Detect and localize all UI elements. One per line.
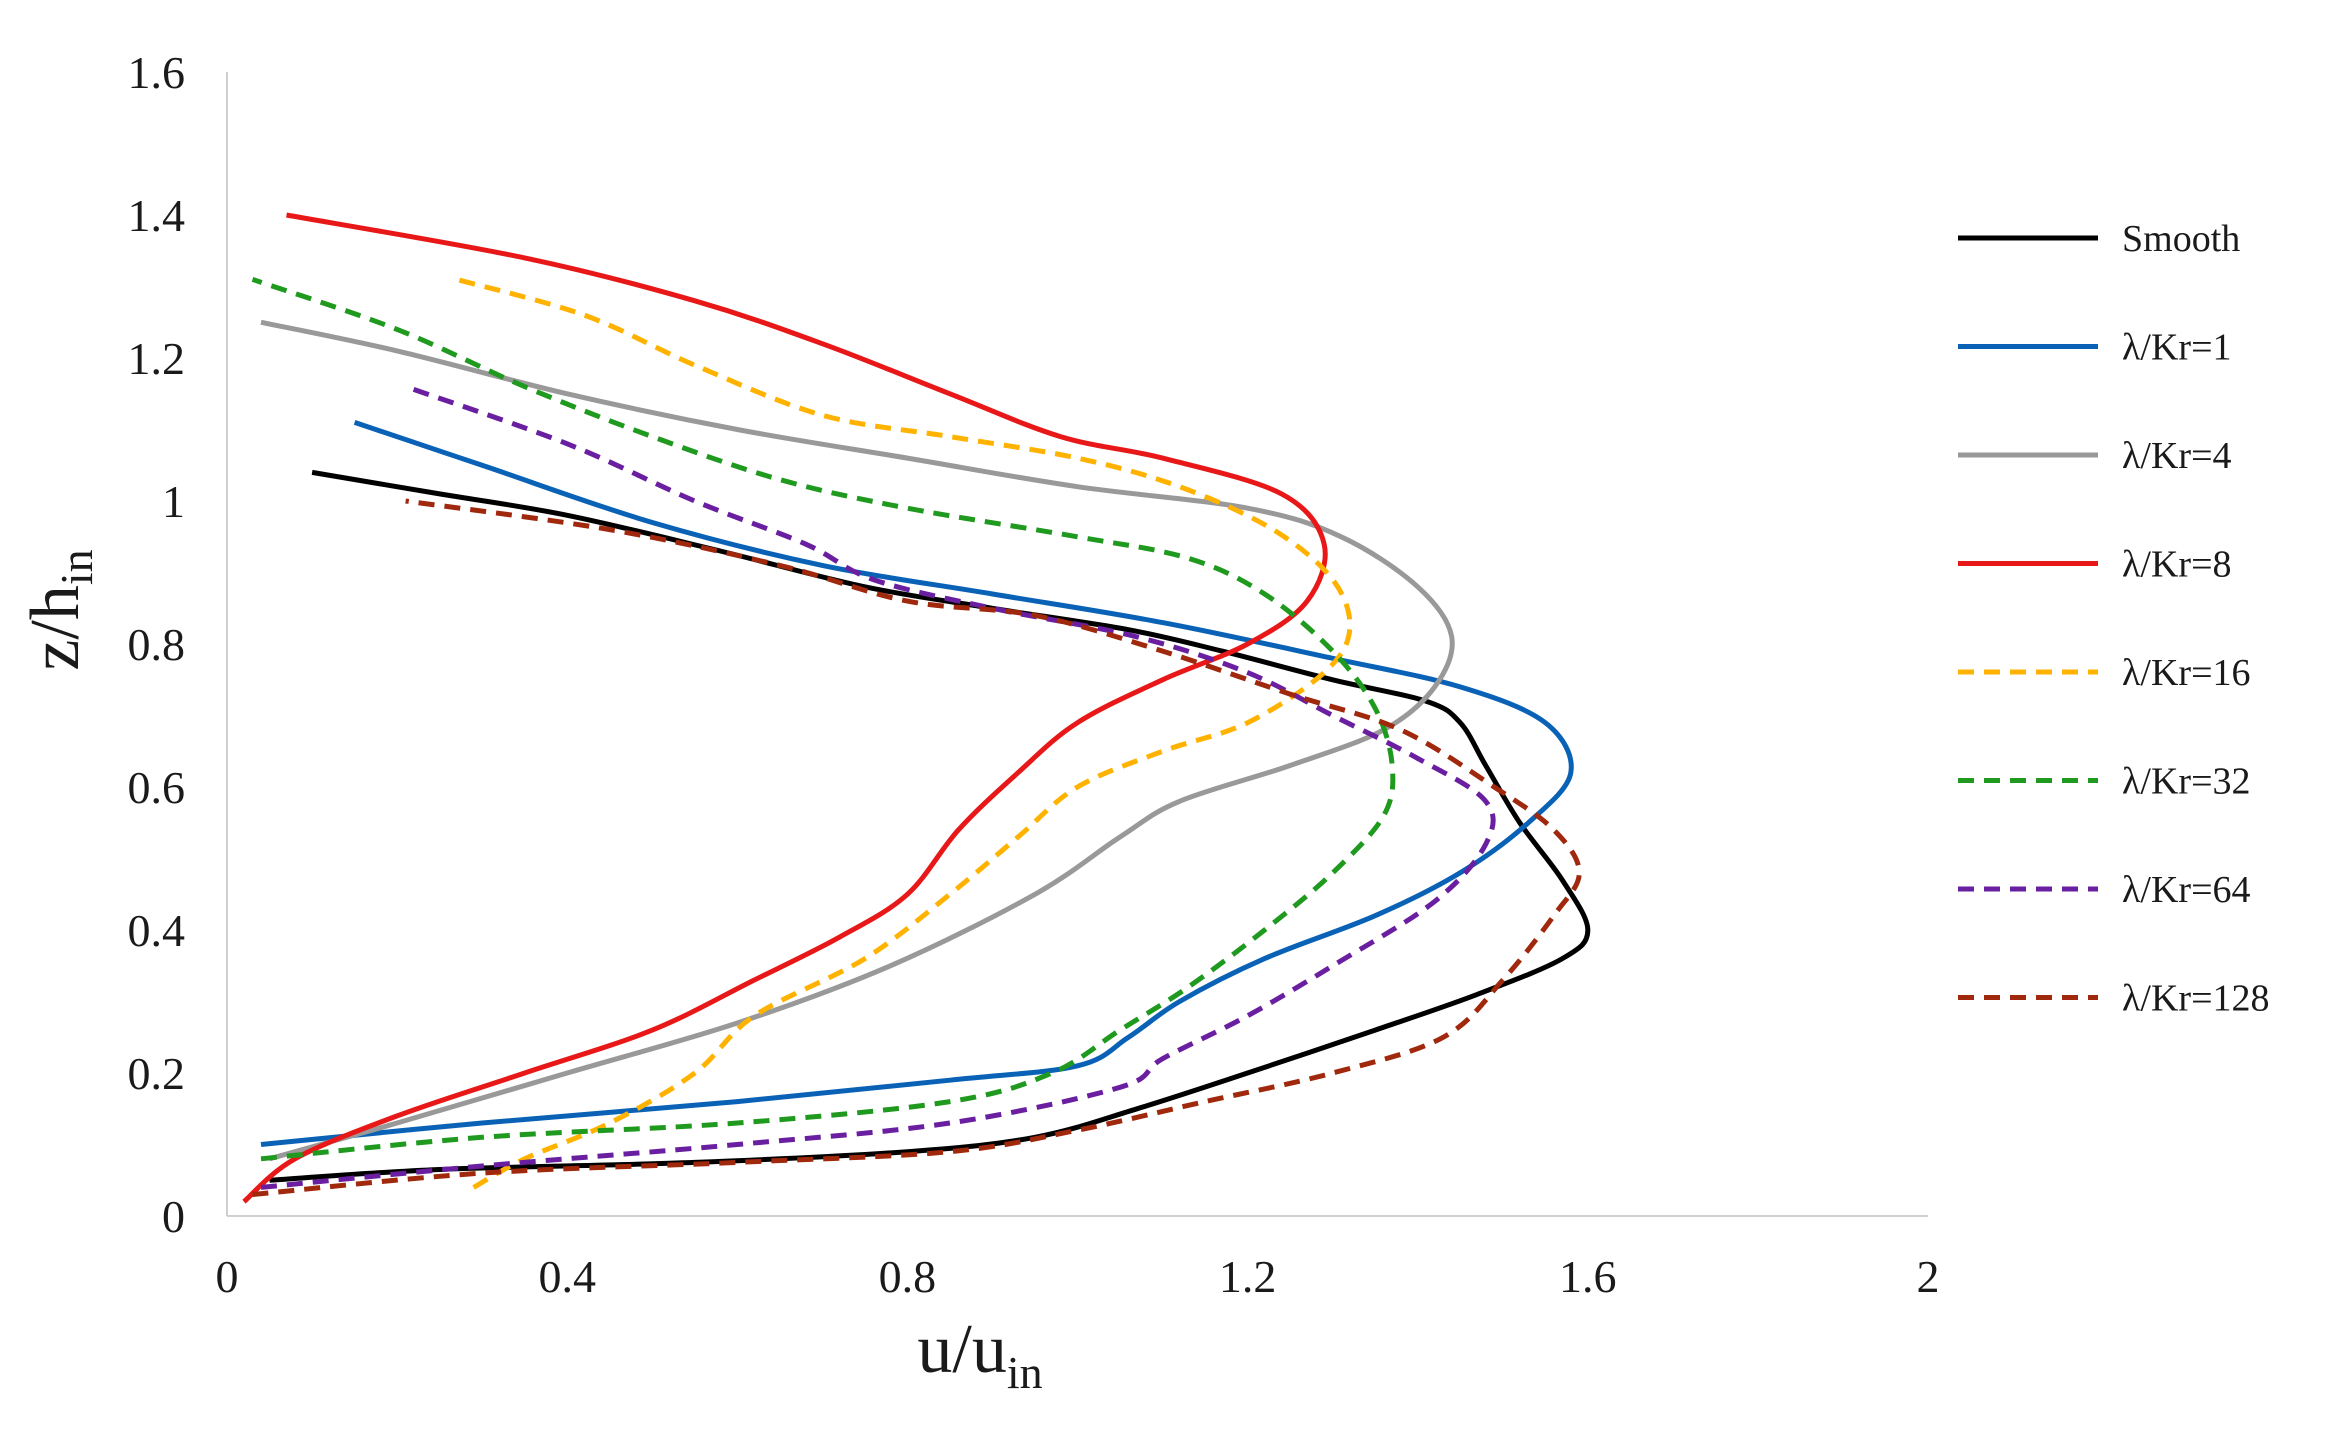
- series-line-1: [260, 420, 1574, 1147]
- legend: Smooth λ/Kr=1 λ/Kr=4 λ/Kr=8 λ/Kr=16 λ/Kr=32 λ/…: [1958, 218, 2270, 1020]
- y-axis-title-subscript: in: [51, 549, 102, 585]
- legend-label: λ/Kr=32: [2122, 761, 2251, 803]
- series-line-7: [252, 498, 1582, 1197]
- x-tick-label: 1.6: [1559, 1251, 1617, 1302]
- x-axis-title-main: u/u: [917, 1311, 1006, 1388]
- series-line-4: [455, 276, 1353, 1190]
- legend-label: λ/Kr=4: [2122, 435, 2232, 477]
- x-tick-label: 0: [216, 1251, 239, 1302]
- legend-label: λ/Kr=64: [2122, 869, 2251, 911]
- y-tick-label: 0: [162, 1191, 185, 1242]
- y-tick-label: 0.2: [128, 1048, 186, 1099]
- legend-label: λ/Kr=16: [2122, 652, 2251, 694]
- x-axis-title-subscript: in: [1007, 1347, 1043, 1398]
- x-tick-label: 1.2: [1219, 1251, 1277, 1302]
- legend-label: λ/Kr=128: [2122, 978, 2270, 1020]
- legend-label: Smooth: [2122, 218, 2240, 260]
- series-line-6: [260, 384, 1496, 1190]
- series-line-2: [260, 319, 1455, 1162]
- axes: 0 0.4 0.8 1.2 1.6 2 0 0.2 0.4 0.6 0.8 1 1.2 1.4 1.6: [128, 47, 1940, 1302]
- y-tick-label: 1.6: [128, 47, 186, 98]
- x-tick-label: 0.8: [879, 1251, 937, 1302]
- series-line-5: [251, 277, 1396, 1162]
- series-line-0: [269, 469, 1591, 1183]
- y-axis-title-main: z/h: [17, 585, 94, 671]
- legend-label: λ/Kr=8: [2122, 544, 2232, 586]
- series-layer: [242, 212, 1591, 1204]
- y-tick-label: 0.6: [128, 762, 186, 813]
- y-tick-label: 1.4: [128, 190, 186, 241]
- y-tick-label: 1: [162, 476, 185, 527]
- y-tick-label: 0.8: [128, 619, 186, 670]
- x-axis-title: u/uin: [917, 1311, 1042, 1398]
- x-tick-label: 2: [1917, 1251, 1940, 1302]
- y-tick-label: 1.2: [128, 333, 186, 384]
- series-line-3: [242, 212, 1328, 1204]
- y-tick-label: 0.4: [128, 905, 186, 956]
- legend-label: λ/Kr=1: [2122, 327, 2232, 369]
- y-axis-title: z/hin: [17, 549, 102, 670]
- x-tick-label: 0.4: [538, 1251, 596, 1302]
